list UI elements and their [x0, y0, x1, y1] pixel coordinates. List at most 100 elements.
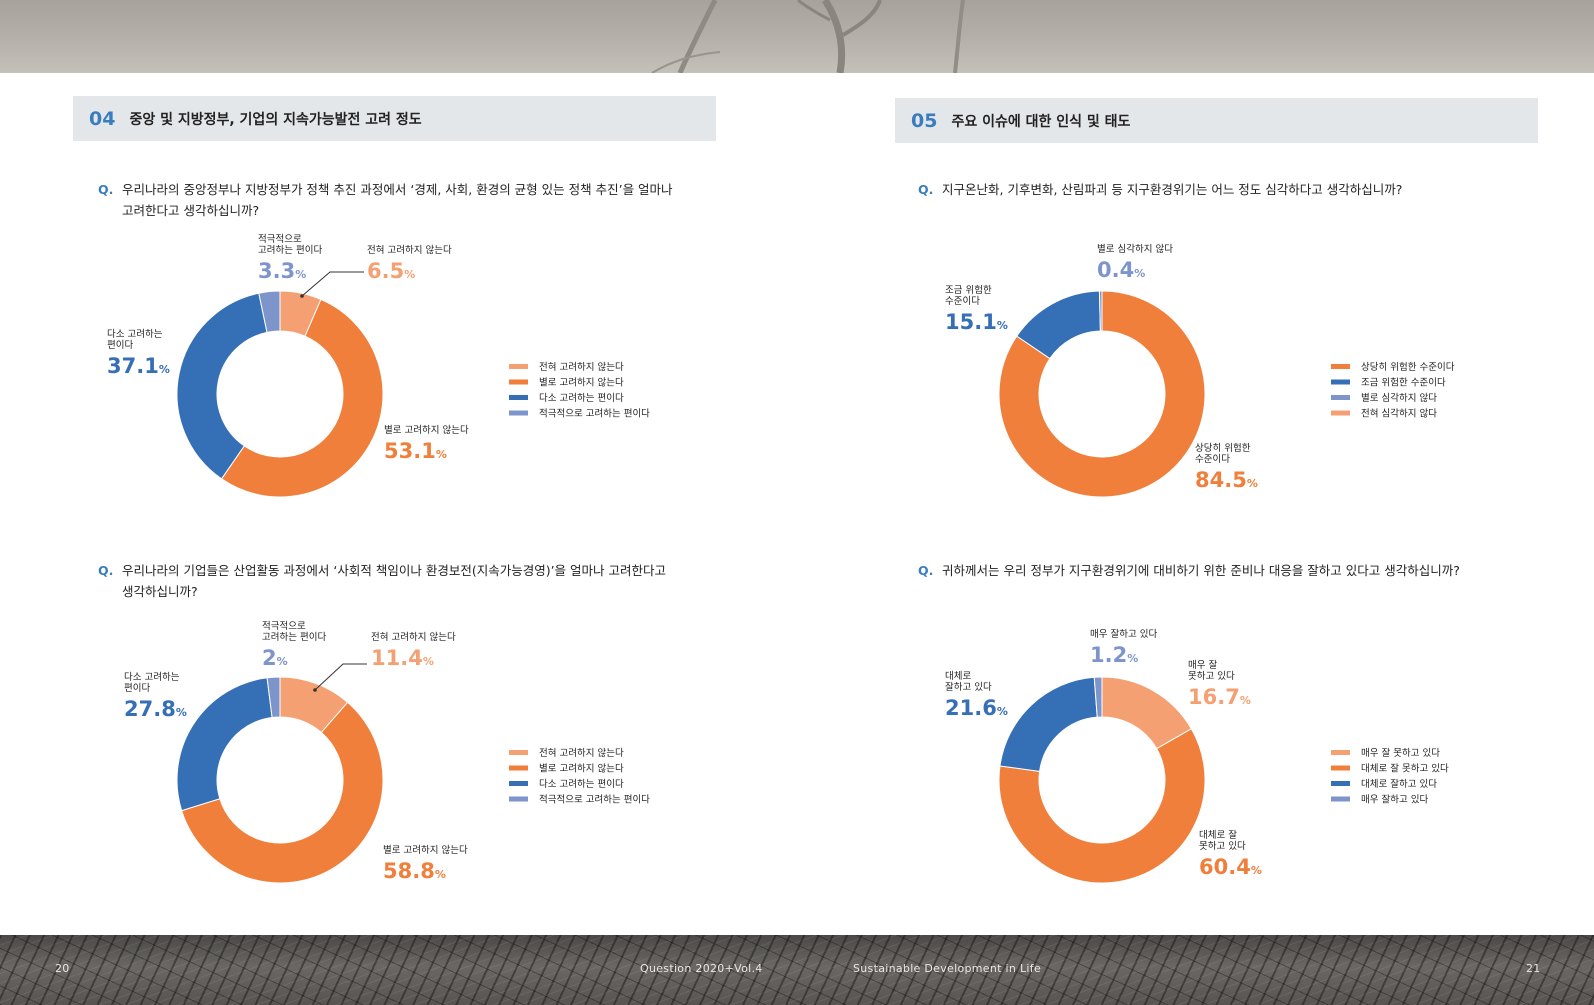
slice-label-text: 조금 위험한: [945, 284, 992, 296]
legend-label: 적극적으로 고려하는 편이다: [539, 408, 650, 420]
section-number: 04: [89, 107, 116, 130]
legend-item: 전혀 심각하지 않다: [1331, 408, 1437, 420]
legend-label: 별로 고려하지 않는다: [539, 377, 624, 389]
legend-swatch: [1331, 750, 1350, 755]
slice-value: 2%: [262, 646, 288, 670]
section-title: 주요 이슈에 대한 인식 및 태도: [951, 113, 1131, 130]
slice-label-2: 별로 고려하지 않는다 53.1%: [384, 424, 469, 463]
legend-item: 전혀 고려하지 않는다: [509, 747, 624, 759]
section-header-04: 04 중앙 및 지방정부, 기업의 지속가능발전 고려 정도: [73, 96, 716, 141]
slice-value: 1.2%: [1090, 643, 1138, 667]
legend-label: 조금 위험한 수준이다: [1361, 377, 1446, 389]
slice-label-text: 잘하고 있다: [945, 681, 992, 693]
legend-swatch: [1331, 364, 1350, 369]
slice-label-text: 고려하는 편이다: [262, 631, 326, 643]
publication-tagline: Sustainable Development in Life: [853, 962, 1042, 975]
donut-slice-4: [266, 676, 281, 719]
legend-item: 적극적으로 고려하는 편이다: [509, 794, 650, 806]
slice-label-text: 별로 심각하지 않다: [1097, 243, 1173, 255]
legend-label: 전혀 심각하지 않다: [1361, 408, 1437, 420]
slice-label-text: 다소 고려하는: [124, 671, 180, 683]
slice-value: 15.1%: [945, 310, 1008, 334]
slice-label-text: 대체로: [945, 671, 971, 682]
slice-label-text: 매우 잘하고 있다: [1090, 628, 1157, 640]
slice-label-1: 전혀 고려하지 않는다 11.4%: [371, 631, 456, 670]
slice-label-text: 적극적으로: [262, 620, 306, 632]
legend-label: 적극적으로 고려하는 편이다: [539, 794, 650, 806]
legend-item: 별로 고려하지 않는다: [509, 763, 624, 775]
section-header-05: 05 주요 이슈에 대한 인식 및 태도: [895, 98, 1538, 143]
slice-value: 6.5%: [367, 259, 415, 283]
donut-slice-1: [998, 290, 1206, 498]
legend-swatch: [1331, 796, 1350, 802]
slice-label-text: 고려하는 편이다: [258, 244, 322, 256]
question-line: 우리나라의 중앙정부나 지방정부가 정책 추진 과정에서 ‘경제, 사회, 환경…: [122, 182, 673, 197]
question-4: Q. 귀하께서는 우리 정부가 지구환경위기에 대비하기 위한 준비나 대응을 …: [918, 560, 1562, 581]
page-number-right: 21: [1526, 962, 1541, 975]
leader-line: [301, 271, 364, 297]
donut-chart-1: 전혀 고려하지 않는다 6.5% 별로 고려하지 않는다 53.1% 다소 고려하는편이…: [107, 233, 650, 498]
donut-slice-4: [258, 290, 281, 333]
legend-swatch: [1331, 765, 1350, 771]
slice-label-text: 수준이다: [945, 296, 980, 307]
slice-label-text: 별로 고려하지 않는다: [384, 424, 469, 436]
legend-label: 별로 심각하지 않다: [1361, 392, 1437, 404]
slice-label-text: 별로 고려하지 않는다: [383, 844, 468, 856]
slice-label-text: 전혀 고려하지 않는다: [371, 631, 456, 643]
legend-item: 대체로 잘하고 있다: [1331, 778, 1437, 790]
legend-label: 대체로 잘하고 있다: [1361, 778, 1437, 790]
slice-label-text: 못하고 있다: [1188, 670, 1235, 682]
legend-item: 적극적으로 고려하는 편이다: [509, 408, 650, 420]
question-2: Q. 우리나라의 기업들은 산업활동 과정에서 ‘사회적 책임이나 환경보전(지…: [98, 560, 722, 602]
donut-slice-2: [181, 701, 384, 884]
legend-swatch: [509, 395, 528, 400]
slice-label-text: 편이다: [124, 682, 150, 694]
question-1: Q. 우리나라의 중앙정부나 지방정부가 정책 추진 과정에서 ‘경제, 사회,…: [98, 179, 722, 221]
cracked-earth-footer: [0, 935, 1594, 1005]
legend-swatch: [509, 765, 528, 771]
question-mark: Q.: [918, 563, 934, 578]
slice-value: 37.1%: [107, 354, 170, 378]
slice-label-text: 적극적으로: [258, 233, 302, 245]
legend-label: 전혀 고려하지 않는다: [539, 747, 624, 759]
slice-value: 84.5%: [1195, 468, 1258, 492]
leader-line: [314, 663, 367, 691]
donut-slice-2: [998, 728, 1206, 884]
legend-swatch: [1331, 395, 1350, 400]
donut-slice-3: [176, 292, 268, 480]
slice-label-text: 상당히 위험한: [1195, 442, 1251, 454]
question-line: 귀하께서는 우리 정부가 지구환경위기에 대비하기 위한 준비나 대응을 잘하고…: [942, 563, 1460, 578]
slice-label-1: 전혀 고려하지 않는다 6.5%: [367, 244, 452, 283]
legend-label: 매우 잘 못하고 있다: [1361, 747, 1440, 759]
legend-swatch: [509, 781, 528, 786]
donut-chart-2: 전혀 고려하지 않는다 11.4% 별로 고려하지 않는다 58.8% 다소 고려하는편…: [124, 620, 650, 884]
publication-name: Question 2020+Vol.4: [640, 962, 763, 975]
legend-label: 다소 고려하는 편이다: [539, 778, 624, 790]
legend-item: 조금 위험한 수준이다: [1331, 377, 1446, 389]
slice-value: 53.1%: [384, 439, 447, 463]
donut-slice-3: [176, 677, 273, 812]
legend-item: 전혀 고려하지 않는다: [509, 361, 624, 373]
legend-item: 상당히 위험한 수준이다: [1331, 361, 1455, 373]
slice-label-text: 전혀 고려하지 않는다: [367, 244, 452, 256]
legend-swatch: [509, 750, 528, 755]
legend-item: 다소 고려하는 편이다: [509, 778, 624, 790]
legend-label: 상당히 위험한 수준이다: [1361, 361, 1455, 373]
slice-value: 58.8%: [383, 859, 446, 883]
question-mark: Q.: [918, 182, 934, 197]
slice-label-text: 못하고 있다: [1199, 840, 1246, 852]
slice-value: 21.6%: [945, 696, 1008, 720]
donut-slice-3: [1098, 290, 1103, 332]
legend-label: 다소 고려하는 편이다: [539, 392, 624, 404]
legend-item: 대체로 잘 못하고 있다: [1331, 763, 1449, 775]
slice-value: 27.8%: [124, 697, 187, 721]
